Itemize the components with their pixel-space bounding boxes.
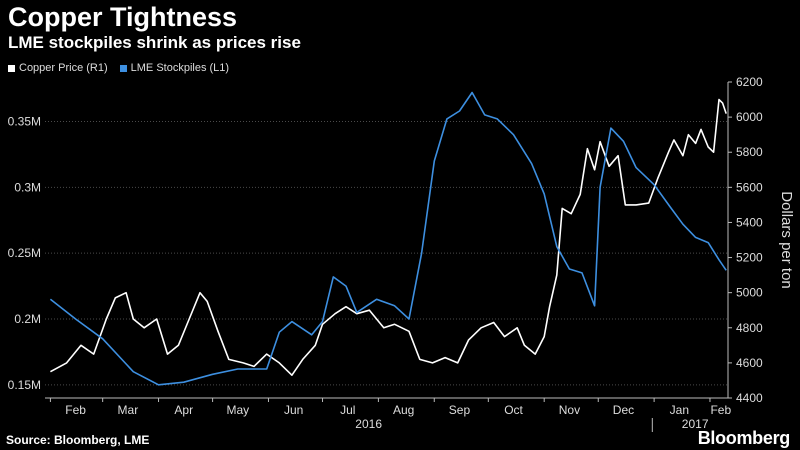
x-axis-month-label: Oct [504, 403, 523, 417]
left-axis-tick-label: 0.2M [14, 312, 41, 326]
right-axis-tick-label: 6200 [736, 75, 763, 89]
chart-subtitle: LME stockpiles shrink as prices rise [8, 33, 301, 52]
chart-legend: Copper Price (R1) LME Stockpiles (L1) [8, 62, 229, 74]
chart-title: Copper Tightness [8, 2, 238, 32]
legend-item-stockpiles: LME Stockpiles (L1) [119, 62, 230, 74]
series-line-lme-stockpiles [49, 91, 727, 386]
left-axis-tick-label: 0.25M [8, 246, 41, 260]
x-axis-month-label: Sep [449, 403, 471, 417]
x-axis-month-label: Dec [613, 403, 634, 417]
x-axis-month-label: Jun [284, 403, 303, 417]
right-axis-tick-label: 4400 [736, 391, 763, 405]
right-axis-title: Dollars per ton [778, 191, 795, 289]
legend-label-copper: Copper Price (R1) [19, 62, 108, 74]
x-axis-month-label: Jul [340, 403, 355, 417]
x-axis-year-label: 2017 [682, 417, 709, 431]
left-axis-tick-label: 0.35M [8, 115, 41, 129]
right-axis-tick-label: 4600 [736, 356, 763, 370]
x-axis-month-label: Apr [174, 403, 193, 417]
right-axis-tick-label: 5400 [736, 215, 763, 229]
x-axis-month-label: Nov [559, 403, 580, 417]
series-line-copper-price [50, 98, 727, 376]
right-axis-tick-label: 5600 [736, 180, 763, 194]
legend-swatch-stockpiles [119, 64, 127, 72]
right-axis-tick-label: 5200 [736, 251, 763, 265]
legend-item-copper: Copper Price (R1) [8, 62, 108, 74]
x-axis-month-label: Jan [670, 403, 689, 417]
left-axis-tick-label: 0.15M [8, 378, 41, 392]
x-axis-month-label: Feb [65, 403, 86, 417]
legend-swatch-copper [8, 64, 15, 72]
legend-label-stockpiles: LME Stockpiles (L1) [130, 62, 230, 74]
right-axis-tick-label: 4800 [736, 321, 763, 335]
right-axis-tick-label: 5000 [736, 286, 763, 300]
source-note: Source: Bloomberg, LME [6, 433, 150, 447]
x-axis-month-label: May [226, 403, 249, 417]
x-axis-month-label: Feb [710, 403, 731, 417]
left-axis-tick-label: 0.3M [14, 180, 41, 194]
right-axis-tick-label: 5800 [736, 145, 763, 159]
x-axis-month-label: Mar [118, 403, 139, 417]
bloomberg-logo: Bloomberg [697, 428, 791, 448]
right-axis-tick-label: 6000 [736, 110, 763, 124]
x-axis-year-label: 2016 [355, 417, 382, 431]
x-axis-month-label: Aug [393, 403, 414, 417]
